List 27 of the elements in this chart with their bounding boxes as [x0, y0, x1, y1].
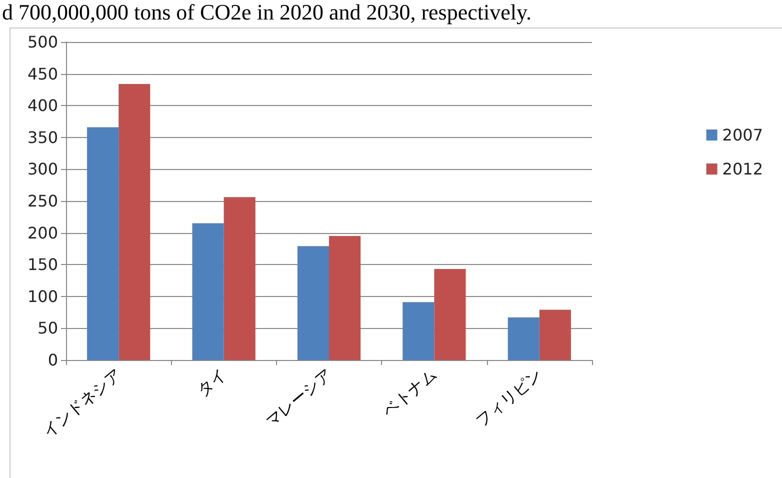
- bar: [224, 197, 256, 360]
- y-tick-label: 400: [27, 96, 58, 116]
- text: d 700,000,000 tons of CO2e in 2020 and 2030, respectively.: [2, 0, 532, 24]
- y-tick-label: 250: [27, 192, 58, 210]
- y-tick-label: 150: [27, 255, 58, 274]
- y-tick-label: 350: [27, 128, 58, 147]
- bar: [87, 127, 119, 360]
- y-tick-label: 450: [27, 64, 58, 84]
- x-tick-label: フィリピン: [472, 364, 546, 431]
- bar: [434, 269, 466, 360]
- bar: [402, 302, 434, 360]
- bar: [118, 84, 150, 360]
- x-tick-label: タイ: [193, 364, 230, 400]
- bar: [539, 310, 571, 360]
- legend-label: 2012: [722, 160, 763, 178]
- bar: [329, 236, 361, 360]
- y-tick-label: 200: [27, 223, 58, 242]
- bar: [192, 223, 224, 360]
- legend-label: 2007: [722, 126, 763, 144]
- bar: [508, 317, 540, 360]
- x-tick-label: ベトナム: [379, 364, 440, 420]
- y-tick-label: 500: [27, 32, 58, 52]
- x-tick-label: マレーシア: [262, 364, 336, 431]
- bar: [297, 246, 329, 360]
- y-tick-label: 100: [27, 286, 58, 306]
- y-tick-label: 300: [27, 160, 58, 179]
- y-tick-label: 50: [38, 318, 58, 338]
